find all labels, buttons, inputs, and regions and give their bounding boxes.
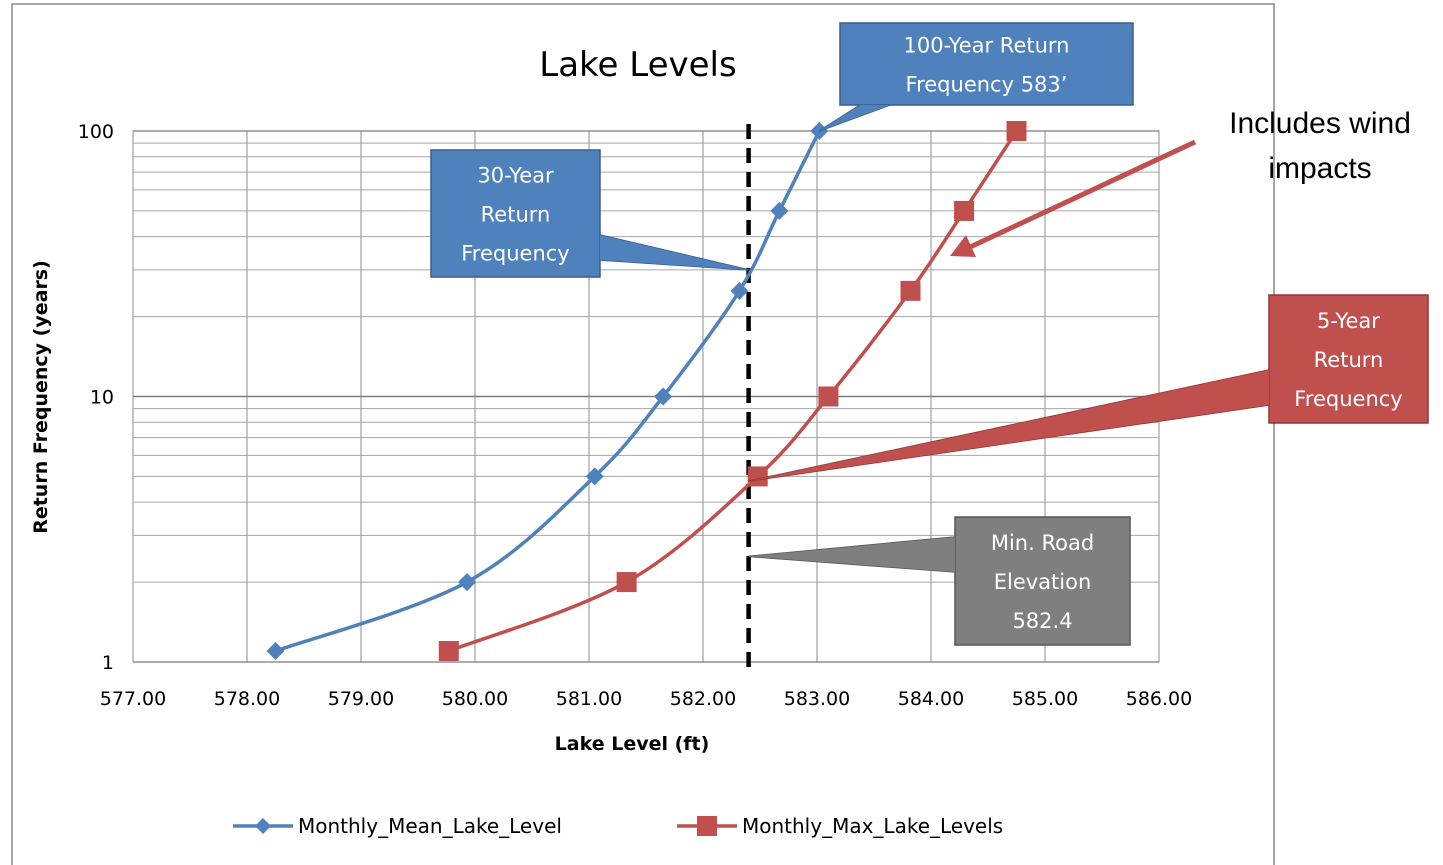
data-point-max bbox=[954, 200, 975, 221]
legend-label-mean: Monthly_Mean_Lake_Level bbox=[298, 814, 562, 838]
callout-text-line: Min. Road bbox=[991, 531, 1094, 555]
data-point-mean bbox=[585, 467, 604, 486]
callout-pointer-fill bbox=[748, 537, 955, 572]
x-tick-label: 581.00 bbox=[556, 688, 622, 710]
callout-text-line: Return bbox=[1314, 348, 1384, 372]
callout-box bbox=[839, 22, 1134, 106]
data-point-mean bbox=[266, 642, 285, 661]
callout-box bbox=[1268, 294, 1429, 424]
callout-pointer-fill bbox=[600, 235, 749, 270]
note-text-line: Includes wind bbox=[1229, 107, 1411, 140]
legend: Monthly_Mean_Lake_Level Monthly_Max_Lake… bbox=[233, 814, 1003, 838]
x-axis-label: Lake Level (ft) bbox=[555, 733, 710, 755]
series-group bbox=[266, 121, 1027, 662]
callout-minroad: Min. Road Elevation 582.4 bbox=[748, 516, 1131, 646]
note-arrow-shaft bbox=[966, 139, 1197, 251]
legend-marker-mean bbox=[255, 818, 271, 834]
legend-label-max: Monthly_Max_Lake_Levels bbox=[742, 814, 1003, 838]
data-point-max bbox=[818, 386, 839, 407]
note-arrow-head bbox=[950, 235, 976, 257]
x-tick-label: 582.00 bbox=[670, 688, 736, 710]
data-point-max bbox=[747, 466, 768, 487]
data-point-max bbox=[616, 572, 637, 593]
x-tick-label: 579.00 bbox=[328, 688, 394, 710]
data-point-max bbox=[900, 280, 921, 301]
callout-pointer-fill bbox=[748, 370, 1269, 482]
data-point-mean bbox=[730, 281, 749, 300]
callout-text-line: Elevation bbox=[994, 570, 1092, 594]
chart-title: Lake Levels bbox=[539, 45, 736, 85]
data-point-max bbox=[438, 641, 459, 662]
callout-box bbox=[954, 516, 1131, 646]
x-tick-label: 585.00 bbox=[1012, 688, 1078, 710]
callout-5yr: 5-Year Return Frequency bbox=[748, 294, 1429, 482]
tick-labels: 577.00 578.00 579.00 580.00 581.00 582.00 583.… bbox=[78, 121, 1193, 710]
data-point-mean bbox=[654, 387, 673, 406]
callout-text-line: 100-Year Return bbox=[904, 34, 1070, 58]
data-point-max bbox=[1006, 121, 1027, 141]
callout-text-line: Frequency bbox=[461, 242, 570, 266]
series-line-0 bbox=[274, 130, 821, 653]
y-axis-label: Return Frequency (years) bbox=[30, 260, 52, 534]
x-tick-label: 578.00 bbox=[214, 688, 280, 710]
note-text-line: impacts bbox=[1268, 152, 1371, 185]
note-group: Includes wind impacts bbox=[950, 107, 1411, 257]
callouts: 100-Year Return Frequency 583’ 30-Year Retu… bbox=[430, 22, 1429, 646]
x-tick-label: 580.00 bbox=[442, 688, 508, 710]
x-tick-label: 584.00 bbox=[898, 688, 964, 710]
x-tick-label: 583.00 bbox=[784, 688, 850, 710]
legend-marker-max bbox=[697, 816, 717, 836]
y-tick-label: 1 bbox=[102, 652, 114, 674]
callout-text-line: 582.4 bbox=[1012, 609, 1072, 633]
data-point-mean bbox=[458, 573, 477, 592]
callout-text-line: Frequency 583’ bbox=[906, 73, 1068, 97]
callout-text-line: 30-Year bbox=[477, 164, 554, 188]
x-tick-label: 586.00 bbox=[1126, 688, 1192, 710]
x-tick-label: 577.00 bbox=[100, 688, 166, 710]
y-tick-label: 10 bbox=[90, 387, 114, 409]
callout-100yr: 100-Year Return Frequency 583’ bbox=[818, 22, 1134, 132]
callout-text-line: Frequency bbox=[1294, 387, 1403, 411]
callout-30yr: 30-Year Return Frequency bbox=[430, 149, 749, 278]
callout-text-line: 5-Year bbox=[1317, 309, 1380, 333]
callout-box bbox=[430, 149, 601, 278]
data-point-mean bbox=[770, 201, 789, 220]
callout-text-line: Return bbox=[481, 203, 551, 227]
y-tick-label: 100 bbox=[78, 121, 114, 143]
callout-pointer-fill bbox=[819, 105, 890, 131]
